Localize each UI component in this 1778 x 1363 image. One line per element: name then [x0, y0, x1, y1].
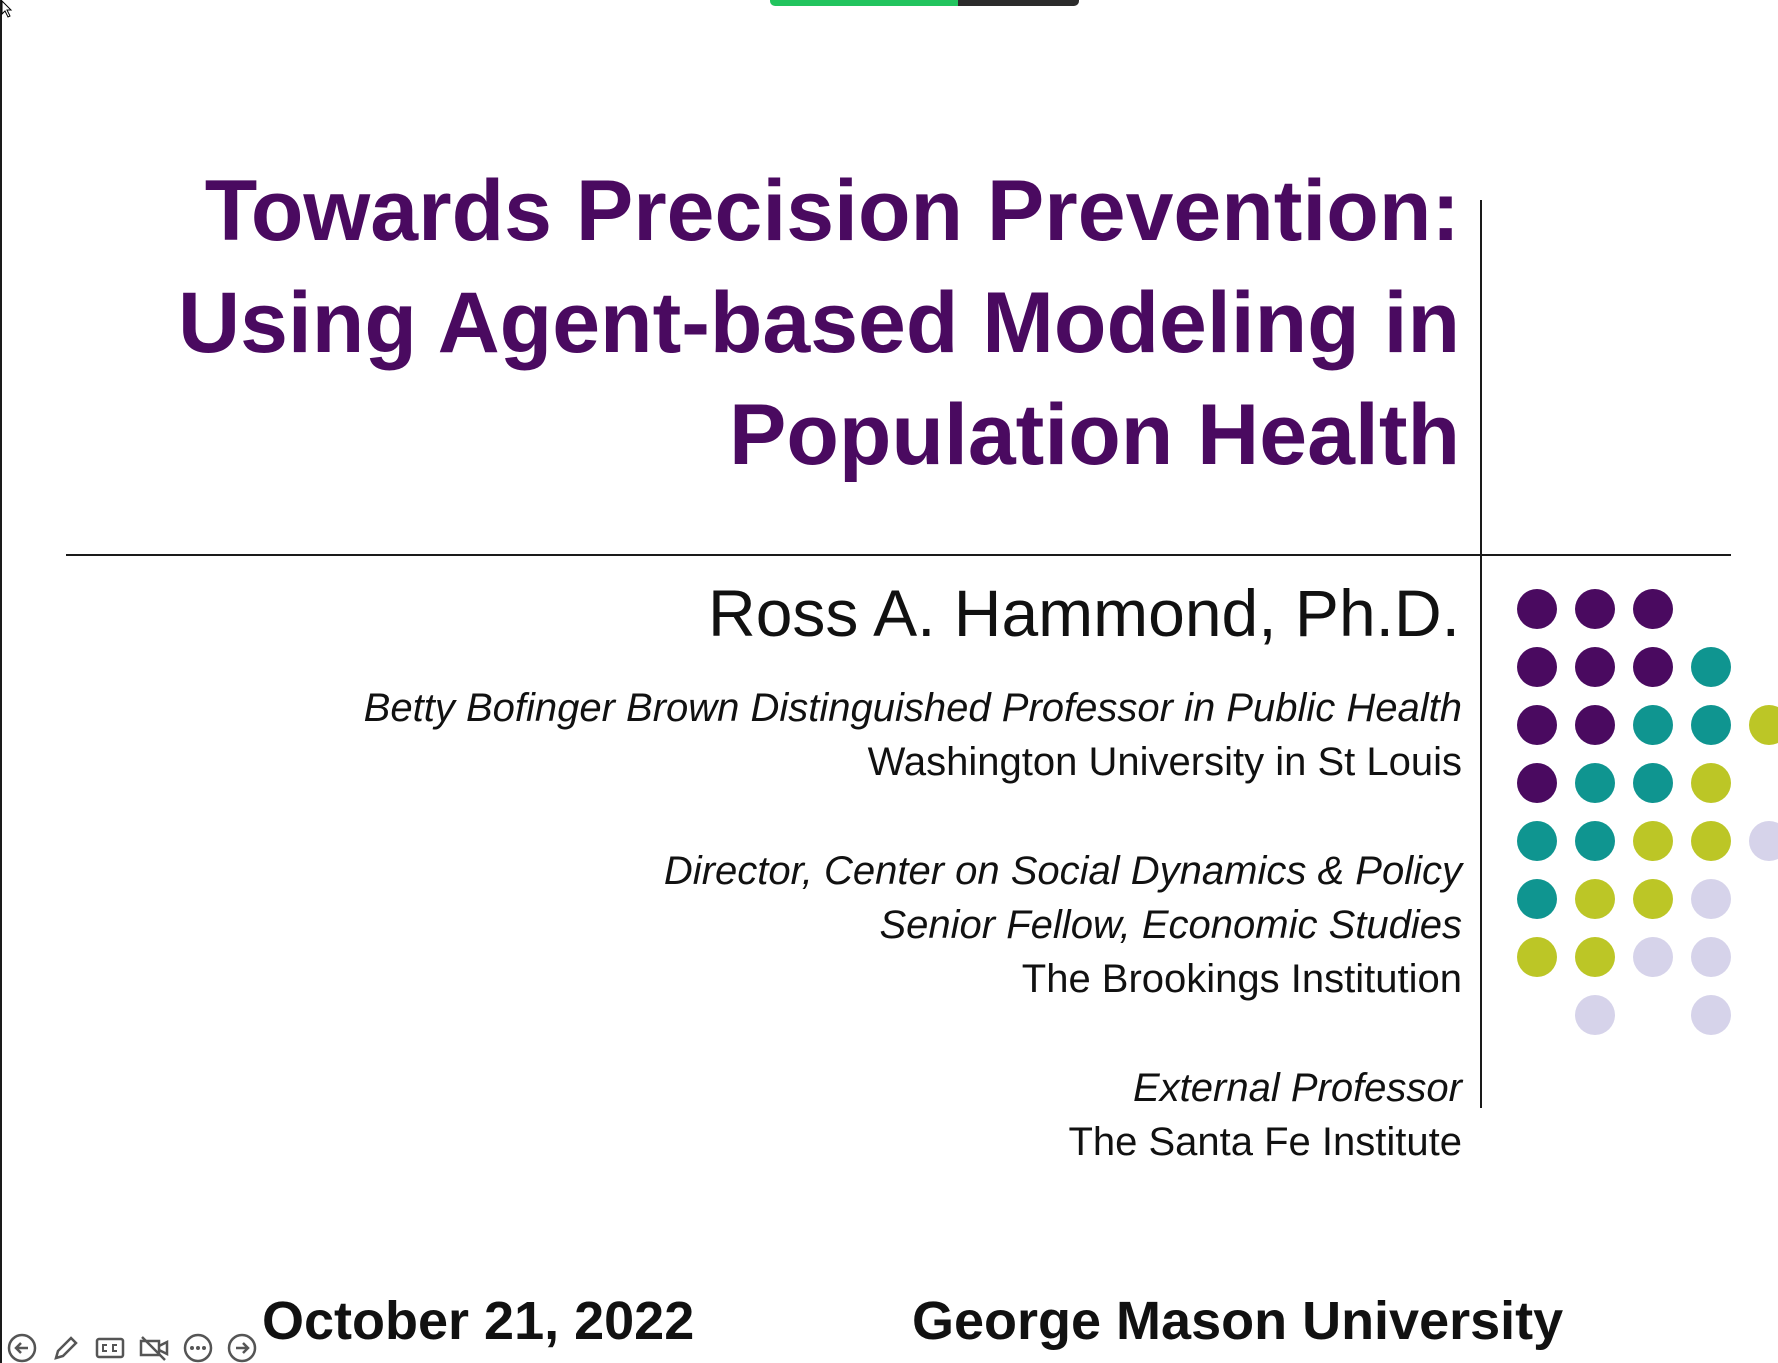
affiliation-title: Director, Center on Social Dynamics & Po…: [663, 849, 1462, 893]
screen-share-indicator-controls: [958, 0, 1079, 6]
decorative-dot: [1691, 879, 1731, 919]
screen-share-indicator[interactable]: [770, 0, 1079, 6]
decorative-dot: [1633, 705, 1673, 745]
decorative-dot: [1575, 705, 1615, 745]
more-options-button[interactable]: [182, 1332, 214, 1363]
affiliation-institution: The Santa Fe Institute: [1068, 1120, 1462, 1164]
decorative-dot: [1691, 937, 1731, 977]
pen-icon: [54, 1336, 78, 1360]
slide-title: Towards Precision Prevention: Using Agen…: [40, 155, 1460, 491]
decorative-dot: [1517, 821, 1557, 861]
decorative-dot: [1517, 763, 1557, 803]
video-toggle-button[interactable]: [138, 1332, 170, 1363]
slide-title-line: Towards Precision Prevention:: [204, 163, 1460, 259]
decorative-dot: [1517, 589, 1557, 629]
decorative-dot: [1517, 705, 1557, 745]
decorative-dot: [1575, 763, 1615, 803]
decorative-dot: [1575, 647, 1615, 687]
affiliation-title: External Professor: [1132, 1066, 1462, 1110]
captions-icon: [95, 1337, 125, 1359]
previous-slide-button[interactable]: [6, 1332, 38, 1363]
affiliation-institution: The Brookings Institution: [1021, 957, 1462, 1001]
slide-title-line: Population Health: [729, 387, 1460, 483]
slide-title-line: Using Agent-based Modeling in: [177, 275, 1460, 371]
decorative-dot: [1517, 937, 1557, 977]
horizontal-divider: [66, 554, 1731, 556]
decorative-dot: [1633, 821, 1673, 861]
affiliation-title: Senior Fellow, Economic Studies: [879, 903, 1463, 947]
captions-button[interactable]: [94, 1332, 126, 1363]
presentation-venue: George Mason University: [912, 1291, 1564, 1351]
more-options-icon: [183, 1333, 213, 1363]
decorative-dot: [1517, 647, 1557, 687]
decorative-dot: [1691, 995, 1731, 1035]
vertical-divider: [1480, 200, 1482, 1108]
decorative-dot: [1749, 821, 1778, 861]
pen-tool-button[interactable]: [50, 1332, 82, 1363]
mouse-cursor-icon: [1, 0, 13, 18]
screen-share-indicator-active: [770, 0, 958, 6]
decorative-dot: [1691, 821, 1731, 861]
affiliation-santa-fe: External Professor The Santa Fe Institut…: [1068, 1061, 1462, 1169]
affiliation-brookings: Director, Center on Social Dynamics & Po…: [664, 844, 1462, 1006]
affiliation-institution: Washington University in St Louis: [867, 740, 1462, 784]
window-left-border: [0, 0, 2, 1363]
decorative-dot: [1575, 937, 1615, 977]
decorative-dot: [1633, 879, 1673, 919]
decorative-dot: [1691, 705, 1731, 745]
next-slide-icon: [227, 1333, 257, 1363]
decorative-dot: [1517, 879, 1557, 919]
decorative-dot: [1575, 995, 1615, 1035]
decorative-dot: [1749, 705, 1778, 745]
decorative-dot: [1691, 647, 1731, 687]
decorative-dot: [1633, 763, 1673, 803]
decorative-dot: [1633, 647, 1673, 687]
presentation-date: October 21, 2022: [262, 1291, 695, 1351]
decorative-dot: [1575, 821, 1615, 861]
decorative-dot: [1633, 589, 1673, 629]
presentation-toolbar: [6, 1333, 258, 1363]
affiliation-washu: Betty Bofinger Brown Distinguished Profe…: [364, 681, 1462, 789]
next-slide-button[interactable]: [226, 1332, 258, 1363]
decorative-dot: [1633, 937, 1673, 977]
decorative-dot: [1575, 589, 1615, 629]
decorative-dot: [1691, 763, 1731, 803]
author-name: Ross A. Hammond, Ph.D.: [708, 576, 1460, 650]
video-off-icon: [139, 1336, 169, 1361]
previous-slide-icon: [7, 1333, 37, 1363]
affiliation-title: Betty Bofinger Brown Distinguished Profe…: [363, 686, 1462, 730]
decorative-dot: [1575, 879, 1615, 919]
